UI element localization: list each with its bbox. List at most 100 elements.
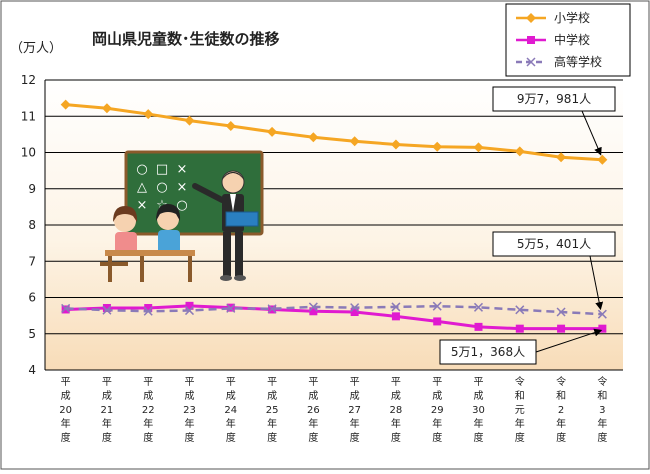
x-tick-char: 平 (391, 377, 401, 388)
x-tick-char: 年 (267, 417, 277, 430)
x-tick-char: 平 (308, 377, 318, 388)
x-tick-char: 平 (61, 377, 71, 388)
data-point (598, 324, 607, 333)
legend-label: 小学校 (554, 10, 590, 25)
data-point (432, 141, 443, 152)
x-tick-char: 成 (350, 390, 360, 402)
board-symbol: × (177, 180, 188, 195)
x-tick-char: 20 (59, 405, 72, 416)
x-tick-char: 度 (226, 431, 236, 444)
data-point (526, 57, 536, 67)
x-tick-char: 28 (390, 405, 403, 416)
data-point (515, 305, 525, 315)
data-point (143, 306, 153, 316)
annotation-box (492, 231, 616, 257)
x-tick-char: 年 (143, 417, 153, 430)
series-line (65, 304, 603, 331)
data-point (185, 301, 194, 310)
chart-title: 岡山県児童数･生徒数の推移 (92, 30, 280, 48)
data-point (308, 132, 319, 143)
x-tick-char: 度 (61, 431, 71, 444)
x-tick-char: 年 (226, 417, 236, 430)
legend-label: 高等学校 (554, 54, 602, 69)
data-point (349, 136, 360, 147)
x-tick-char: 平 (432, 377, 442, 388)
data-point (391, 312, 400, 321)
x-tick-char: 平 (267, 377, 277, 388)
y-tick-label: 7 (28, 254, 36, 268)
x-tick-char: 29 (431, 405, 444, 416)
x-tick-char: 令 (597, 375, 607, 388)
data-point (597, 309, 607, 319)
data-point (267, 126, 278, 137)
y-tick-label: 11 (21, 109, 36, 123)
board-symbol: × (177, 162, 188, 177)
x-tick-char: 26 (307, 405, 320, 416)
data-point (60, 99, 71, 110)
x-tick-char: 度 (391, 431, 401, 444)
x-tick-char: 成 (391, 390, 401, 402)
series-2 (61, 301, 607, 319)
annotation-text: 5万1，368人 (451, 345, 525, 359)
data-point (390, 139, 401, 150)
annotation-box (492, 86, 616, 112)
board-symbol: ○ (136, 162, 147, 177)
x-tick-char: 22 (142, 405, 155, 416)
board-symbol: □ (156, 162, 168, 177)
x-tick-char: 年 (432, 417, 442, 430)
x-tick-char: 平 (474, 377, 484, 388)
legend-item: 小学校 (516, 10, 590, 25)
annotation-arrow (589, 255, 604, 311)
x-tick-char: 成 (226, 390, 236, 402)
x-tick-char: 23 (183, 405, 196, 416)
annotation-text: 9万7，981人 (517, 92, 591, 106)
x-tick-char: 成 (102, 390, 112, 402)
x-tick-char: 度 (267, 431, 277, 444)
data-point (474, 322, 483, 331)
x-tick-char: 年 (515, 417, 525, 430)
annotation-text: 5万5，401人 (517, 237, 591, 251)
data-point (515, 324, 524, 333)
x-tick-char: 年 (391, 417, 401, 430)
legend-item: 中学校 (516, 32, 590, 47)
x-tick-char: 平 (226, 377, 236, 388)
y-axis: 4 5 6 7 8 9 10 11 12 (21, 73, 36, 377)
x-tick-char: 平 (350, 377, 360, 388)
x-tick-char: 度 (143, 431, 153, 444)
board-symbol: × (137, 198, 148, 213)
annotation-arrow (535, 328, 603, 353)
annotation-box (439, 339, 537, 365)
x-tick-char: 和 (515, 390, 525, 402)
x-tick-label: 令和 2年度 (556, 375, 566, 444)
data-point (597, 154, 608, 165)
x-tick-char: 2 (558, 405, 564, 416)
x-tick-char: 25 (266, 405, 279, 416)
x-tick-char: 元 (515, 405, 525, 416)
x-tick-char: 成 (61, 390, 71, 402)
data-point (102, 304, 111, 313)
series-0 (60, 99, 608, 165)
x-tick-char: 平 (143, 377, 153, 388)
x-tick-label: 令和 3年度 (597, 375, 607, 444)
annotation-callout: 9万7，981人 (492, 86, 616, 156)
y-unit-label: （万人） (10, 41, 62, 56)
data-point (101, 103, 112, 114)
series-line (65, 304, 603, 316)
data-point (514, 146, 525, 157)
data-point (225, 121, 236, 132)
x-tick-char: 年 (597, 417, 607, 430)
x-axis: 平成20年度平成21年度平成22年度平成23年度平成24年度平成25年度平成26… (59, 375, 607, 444)
y-tick-label: 5 (28, 327, 36, 341)
x-tick-char: 度 (556, 431, 566, 444)
y-tick-label: 6 (28, 291, 36, 305)
x-tick-char: 度 (432, 431, 442, 444)
